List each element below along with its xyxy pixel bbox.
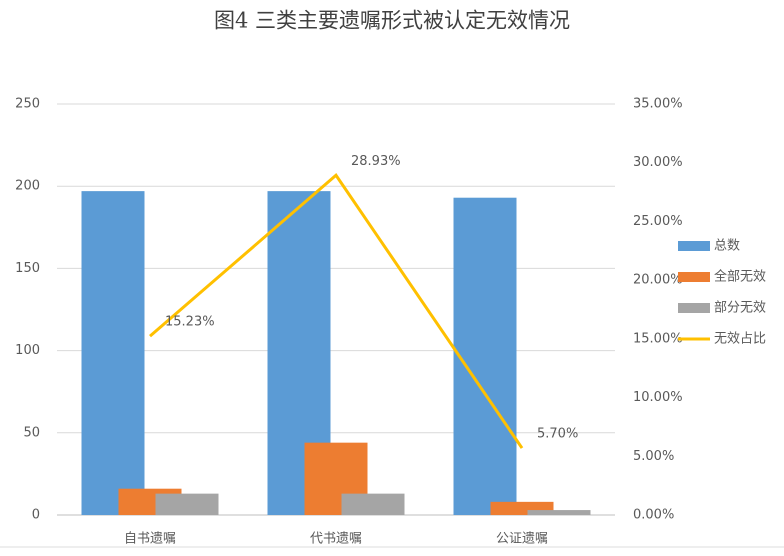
legend-label: 部分无效 — [714, 301, 766, 316]
y-tick-label: 250 — [15, 97, 40, 112]
x-tick-label: 公证遗嘱 — [496, 532, 548, 547]
y-tick-label: 50 — [23, 425, 40, 440]
legend-swatch — [678, 303, 710, 313]
y-tick-label: 100 — [15, 343, 40, 358]
y2-tick-label: 15.00% — [633, 331, 683, 346]
x-tick-label: 自书遗嘱 — [124, 532, 176, 547]
bar — [453, 197, 517, 515]
y-tick-label: 150 — [15, 261, 40, 276]
data-label: 15.23% — [165, 315, 215, 330]
legend-label: 全部无效 — [714, 269, 766, 285]
legend-label: 无效占比 — [714, 332, 766, 347]
x-tick-label: 代书遗嘱 — [310, 532, 362, 547]
data-label: 5.70% — [537, 427, 578, 442]
line — [149, 173, 524, 449]
y2-tick-label: 20.00% — [633, 273, 683, 288]
legend-swatch — [678, 241, 710, 251]
y2-tick-label: 10.00% — [633, 390, 683, 405]
y2-tick-label: 25.00% — [633, 214, 683, 229]
y2-tick-label: 30.00% — [633, 155, 683, 170]
chart-title: 图4 三类主要遗嘱形式被认定无效情况 — [214, 9, 570, 33]
data-label: 28.93% — [351, 154, 401, 169]
y2-tick-label: 0.00% — [633, 508, 674, 523]
y-tick-label: 200 — [15, 179, 40, 194]
bar — [527, 510, 591, 515]
legend-swatch — [678, 272, 710, 282]
bar — [341, 493, 405, 515]
y-tick-label: 0 — [32, 508, 40, 523]
y2-tick-label: 35.00% — [633, 97, 683, 112]
bar — [81, 191, 145, 515]
bar — [155, 493, 219, 515]
legend-label: 总数 — [714, 239, 740, 254]
y2-tick-label: 5.00% — [633, 449, 674, 464]
